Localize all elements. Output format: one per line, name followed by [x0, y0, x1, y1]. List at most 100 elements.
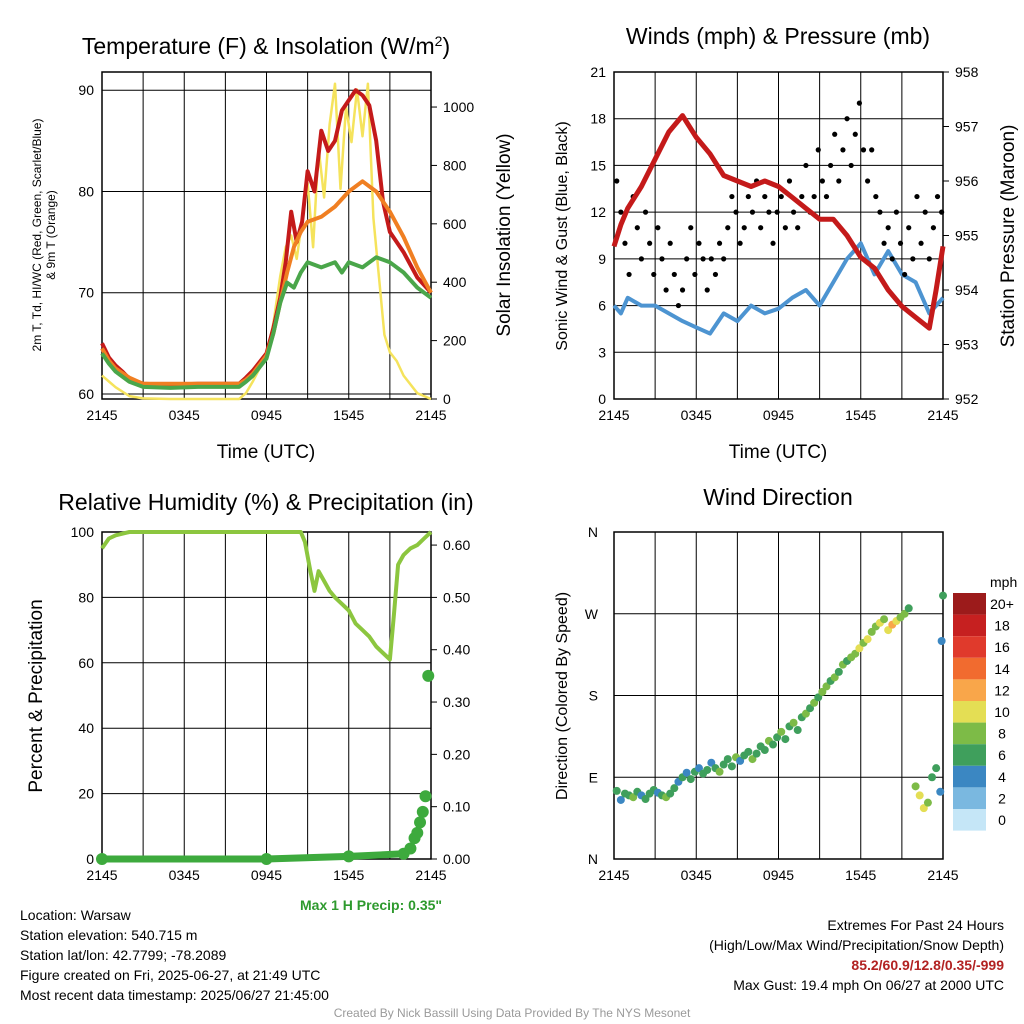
direction-point: [670, 784, 679, 793]
temperature-yr-tick-600: 600: [443, 216, 467, 232]
extremes-heading: Extremes For Past 24 Hours: [827, 917, 1004, 933]
wind-gust-point: [671, 271, 677, 278]
direction-point: [760, 746, 769, 754]
legend-label-4: 4: [998, 769, 1006, 785]
winds-yr-tick-958: 958: [955, 64, 979, 80]
direction-point: [923, 798, 932, 807]
precip-point: [411, 826, 424, 839]
latlon-text: Station lat/lon: 42.7799; -78.2089: [20, 947, 227, 963]
humidity-panel: Relative Humidity (%) & Precipitation (i…: [26, 489, 474, 883]
wind-gust-point: [811, 193, 817, 200]
wind-gust-point: [934, 193, 941, 200]
direction-point: [748, 755, 757, 764]
temperature-x-tick-2145: 2145: [86, 407, 117, 423]
direction-point: [822, 682, 831, 691]
direction-point: [752, 749, 761, 758]
temperature-ylabel-2: & 9m T (Orange): [44, 190, 58, 280]
winds-yr-tick-956: 956: [955, 173, 979, 189]
temperature-yr-tick-0: 0: [443, 391, 451, 407]
humidity-yr-tick: 0.30: [443, 694, 470, 710]
direction-point: [900, 609, 909, 618]
precip-point: [422, 669, 435, 682]
legend-swatch-16: [953, 636, 986, 658]
direction-point: [773, 733, 782, 742]
wind-gust-point: [786, 178, 793, 184]
direction-point: [641, 795, 650, 804]
wind-gust-point: [708, 256, 714, 262]
direction-x-tick-0945: 0945: [763, 867, 794, 883]
winds-ylabel-left: Sonic Wind & Gust (Blue, Black): [554, 121, 571, 350]
temperature-ylabel-1: 2m T, Td, HI/WC (Red, Green, Scarlet/Blu…: [30, 119, 44, 352]
direction-point: [777, 727, 786, 736]
wind-gust-point: [877, 209, 883, 215]
wind-gust-point: [827, 162, 834, 169]
wind-gust-point: [939, 209, 945, 215]
direction-point: [727, 762, 736, 771]
humidity-yr-tick: 0.40: [443, 642, 470, 658]
temperature-yr-tick-200: 200: [443, 333, 467, 349]
wind-gust-point: [906, 225, 912, 231]
direction-point: [884, 626, 893, 635]
direction-point: [736, 756, 745, 765]
direction-point: [810, 698, 819, 707]
direction-x-tick-1545: 1545: [845, 867, 876, 883]
precip-point: [96, 853, 108, 865]
wind-gust-point: [659, 256, 665, 262]
wind-gust-point: [704, 287, 710, 293]
winds-x-tick-1545: 1545: [845, 407, 876, 423]
legend-label-12: 12: [994, 682, 1010, 698]
legend-swatch-0: [953, 809, 986, 831]
humidity-y-tick-20: 20: [78, 786, 94, 802]
direction-point: [715, 767, 724, 776]
precip-point: [414, 816, 427, 829]
wind-gust-point: [836, 178, 842, 184]
wind-gust-point: [721, 256, 727, 262]
humidity-x-tick-0945: 0945: [251, 867, 282, 883]
direction-point: [851, 649, 860, 658]
direction-point: [666, 789, 675, 798]
legend-label-10: 10: [994, 704, 1010, 720]
legend-swatch-6: [953, 744, 986, 766]
direction-x-tick-2145: 2145: [927, 867, 958, 883]
humidity-title: Relative Humidity (%) & Precipitation (i…: [58, 489, 473, 515]
direction-point: [682, 768, 691, 777]
winds-yr-tick-953: 953: [955, 337, 979, 353]
wind-gust-point: [893, 209, 899, 215]
temperature-series-line-1: [100, 255, 433, 390]
wind-gust-point: [614, 178, 620, 184]
temperature-xlabel: Time (UTC): [217, 442, 316, 463]
wind-speed-line: [612, 241, 945, 336]
credit-footer: Created By Nick Bassill Using Data Provi…: [333, 1006, 691, 1020]
direction-point: [769, 740, 778, 749]
temperature-panel: Temperature (F) & Insolation (W/m2) 2m T…: [30, 33, 515, 463]
direction-point: [818, 687, 827, 696]
wind-gust-point: [844, 116, 850, 122]
wind-gust-point: [667, 240, 673, 246]
wind-gust-point: [790, 209, 797, 215]
wind-gust-point: [638, 256, 645, 262]
legend-swatch-20+: [953, 593, 986, 615]
legend-label-18: 18: [994, 618, 1010, 634]
precip-point: [342, 850, 355, 863]
winds-y-tick-3: 3: [598, 344, 606, 360]
legend-swatch-4: [953, 765, 986, 788]
humidity-y-tick-100: 100: [71, 524, 95, 540]
wind-gust-point: [815, 147, 821, 153]
direction-x-tick-2145: 2145: [598, 867, 629, 883]
wind-gust-point: [856, 100, 862, 106]
legend-swatch-8: [953, 722, 986, 745]
wind-gust-point: [778, 193, 784, 200]
direction-point: [616, 795, 625, 804]
wind-gust-point: [642, 209, 649, 215]
wind-gust-point: [914, 193, 920, 200]
pressure-line: [611, 113, 946, 331]
wind-gust-point: [799, 193, 805, 200]
direction-y-tick-N: N: [588, 524, 598, 540]
wind-gust-point: [848, 162, 854, 169]
direction-point: [793, 726, 802, 735]
wind-gust-point: [626, 271, 632, 278]
wind-gust-point: [618, 209, 624, 215]
elevation-text: Station elevation: 540.715 m: [20, 927, 198, 943]
precip-point: [404, 842, 417, 855]
direction-point: [703, 765, 712, 774]
